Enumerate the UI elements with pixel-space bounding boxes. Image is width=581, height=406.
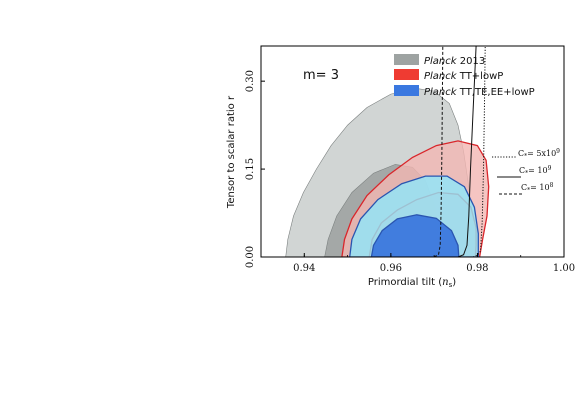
cstar-legend: C*= 5x109 C*= 109 C*= 108 <box>492 148 560 195</box>
legend-swatch-tt-te-ee-lowp <box>394 85 419 96</box>
legend: Planck 2013 Planck TT+lowP Planck TT,TE,… <box>394 54 535 98</box>
legend-swatch-planck2013 <box>394 54 419 65</box>
tick-layer: 0.94 0.96 0.98 1.00 0.00 0.15 0.30 <box>245 70 575 274</box>
y-axis-label: Tensor to scalar ratio r <box>226 95 237 209</box>
x-axis-label: Primordial tilt (ns) <box>368 277 456 289</box>
legend-label-planck2013: Planck 2013 <box>424 56 485 67</box>
legend-swatch-tt-lowp <box>394 69 419 80</box>
legend-label-tt-te-ee-lowp: Planck TT,TE,EE+lowP <box>424 87 535 98</box>
cstar-line-dashed <box>433 46 444 257</box>
cstar-legend-label-1e9: C*= 109 <box>519 165 552 177</box>
cstar-legend-label-1e8: C*= 108 <box>521 182 554 194</box>
y-tick-label: 0.30 <box>245 70 256 92</box>
legend-label-tt-lowp: Planck TT+lowP <box>424 71 503 82</box>
x-tick-label: 0.94 <box>293 263 315 274</box>
contour-layer <box>285 87 490 257</box>
cstar-line-solid <box>457 46 477 257</box>
plot-frame <box>260 45 565 258</box>
cstar-line-layer <box>433 46 486 257</box>
x-tick-label: 0.96 <box>380 263 402 274</box>
cstar-legend-label-5e9: C*= 5x109 <box>518 148 560 160</box>
y-tick-label: 0.00 <box>245 246 256 268</box>
x-tick-label: 0.98 <box>466 263 488 274</box>
x-tick-label: 1.00 <box>553 263 575 274</box>
y-tick-label: 0.15 <box>245 158 256 180</box>
contour-68-tt-te-ee-lowp <box>370 214 460 257</box>
annotation-m3: m= 3 <box>303 68 339 83</box>
